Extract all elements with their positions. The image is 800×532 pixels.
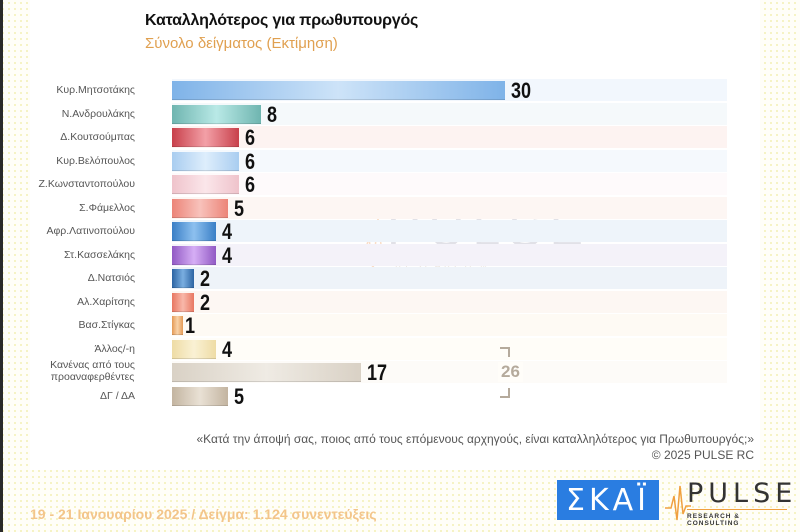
bar-row: Άλλος/-η 4 <box>0 336 800 362</box>
bar <box>172 292 195 312</box>
row-background <box>172 243 727 266</box>
row-label: Αλ.Χαρίτσης <box>77 295 135 308</box>
bar-row: Αλ.Χαρίτσης 2 <box>0 289 800 315</box>
row-label: Στ.Κασσελάκης <box>64 248 135 261</box>
bar-row: Κανένας από τους προαναφερθέντες 17 <box>0 359 800 385</box>
bar <box>172 363 361 382</box>
bar-value: 2 <box>200 266 211 291</box>
bar <box>172 386 228 406</box>
row-background <box>172 149 727 172</box>
bar-row: Ζ.Κωνσταντοπούλου 6 <box>0 172 800 197</box>
row-background <box>172 384 727 407</box>
bar-row: Στ.Κασσελάκης 4 <box>0 242 800 268</box>
row-label: Κυρ.Μητσοτάκης <box>56 84 135 96</box>
bar <box>172 175 239 194</box>
bracket-top <box>500 347 510 357</box>
row-background <box>172 314 727 336</box>
pulse-logo-wave-icon <box>665 485 691 521</box>
bar-value: 6 <box>244 125 255 150</box>
pulse-logo-text: PULSE <box>687 478 798 509</box>
row-label: Κυρ.Βελόπουλος <box>56 154 135 167</box>
row-label: Δ.Κουτσούμπας <box>60 131 135 143</box>
row-label: Σ.Φάμελλος <box>79 201 135 214</box>
row-background <box>172 337 727 360</box>
bar-row: Αφρ.Λατινοπούλου 4 <box>0 219 800 244</box>
bar-value: 6 <box>244 148 255 174</box>
left-edge-bar <box>0 0 3 532</box>
bar <box>172 128 239 147</box>
row-label: Κανένας από τους προαναφερθέντες <box>50 359 135 383</box>
bar <box>172 81 505 100</box>
chart-subtitle: Σύνολο δείγματος (Εκτίμηση) <box>145 35 338 52</box>
bar-row: Δ.Κουτσούμπας 6 <box>0 125 800 150</box>
row-background <box>172 220 727 242</box>
bar-row: Σ.Φάμελλος 5 <box>0 195 800 221</box>
bar <box>172 222 217 241</box>
bar-row: Κυρ.Μητσοτάκης 30 <box>0 78 800 103</box>
bar-value: 4 <box>222 336 233 362</box>
bar-row: Κυρ.Βελόπουλος 6 <box>0 148 800 174</box>
bar-value: 5 <box>233 383 244 409</box>
bar <box>172 104 261 124</box>
row-label: Ν.Ανδρουλάκης <box>61 107 135 120</box>
pulse-logo-tagline: RESEARCH & CONSULTING <box>687 513 740 527</box>
row-background <box>172 102 727 125</box>
bracket-sum-label: 26 <box>498 362 523 382</box>
survey-question: «Κατά την άποψή σας, ποιος από τους επόμ… <box>196 432 755 446</box>
bar-value: 2 <box>200 289 211 315</box>
bar <box>172 198 228 218</box>
bar <box>172 245 217 265</box>
bracket-bottom <box>500 388 510 398</box>
bar <box>172 339 217 359</box>
copyright: © 2025 PULSE RC <box>651 448 754 462</box>
survey-info: 19 - 21 Ιανουαρίου 2025 / Δείγμα: 1.124 … <box>30 506 377 522</box>
row-background <box>172 173 727 195</box>
pulse-logo-line <box>687 509 787 510</box>
bar-value: 17 <box>366 360 387 385</box>
bar-value: 5 <box>233 195 244 221</box>
row-background <box>172 267 727 289</box>
row-label: Ζ.Κωνσταντοπούλου <box>38 178 136 190</box>
chart-title: Καταλληλότερος για πρωθυπουργός <box>145 12 419 29</box>
row-label: Βασ.Στίγκας <box>78 319 135 331</box>
row-background <box>172 290 727 313</box>
skai-logo: ΣΚΑΪ <box>557 480 659 520</box>
bar-row: ΔΓ / ΔΑ 5 <box>0 383 800 409</box>
bar-value: 4 <box>222 219 233 244</box>
bar-row: Βασ.Στίγκας 1 <box>0 313 800 338</box>
bar-value: 8 <box>266 101 277 127</box>
row-label: Άλλος/-η <box>94 342 135 355</box>
bar-value: 6 <box>244 172 255 197</box>
bar-value: 4 <box>222 242 233 268</box>
bar-row: Δ.Νατσιός 2 <box>0 266 800 291</box>
bar-value: 30 <box>511 78 532 103</box>
row-background <box>172 196 727 219</box>
row-label: ΔΓ / ΔΑ <box>100 389 135 402</box>
bar-row: Ν.Ανδρουλάκης 8 <box>0 101 800 127</box>
row-label: Αφρ.Λατινοπούλου <box>46 225 135 237</box>
pulse-logo: PULSE RESEARCH & CONSULTING <box>665 478 798 527</box>
bar-value: 1 <box>185 313 196 338</box>
bar <box>172 316 184 335</box>
bar <box>172 151 239 171</box>
row-label: Δ.Νατσιός <box>87 272 135 284</box>
row-background <box>172 126 727 148</box>
bar <box>172 269 195 288</box>
